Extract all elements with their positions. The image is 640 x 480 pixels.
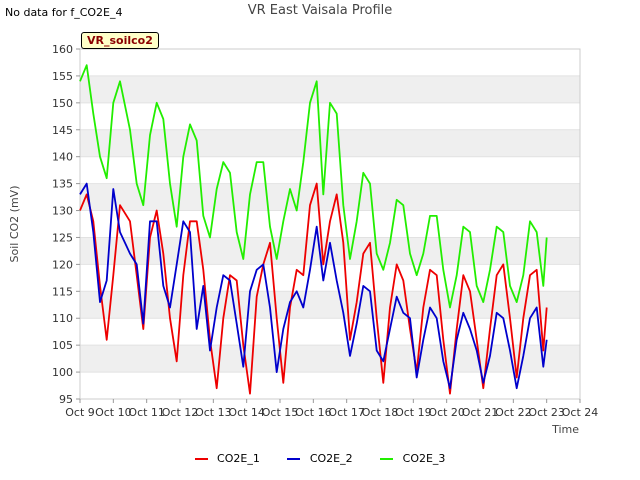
y-tick-label: 130 <box>52 205 73 218</box>
x-tick-label: Oct 17 <box>328 406 365 419</box>
legend-item-co2e-2: CO2E_2 <box>287 452 353 465</box>
legend-item-co2e-3: CO2E_3 <box>380 452 445 465</box>
x-tick-label: Oct 20 <box>428 406 465 419</box>
x-tick-label: Oct 13 <box>195 406 232 419</box>
x-axis-label: Time <box>551 423 579 436</box>
legend-label-co2e-1: CO2E_1 <box>217 452 260 465</box>
y-axis-label: Soil CO2 (mV) <box>8 186 21 263</box>
x-tick-label: Oct 15 <box>262 406 299 419</box>
y-tick-label: 95 <box>59 393 73 406</box>
series-line-co2e-1 <box>79 182 548 395</box>
x-tick-label: Oct 14 <box>228 406 265 419</box>
no-data-note: No data for f_CO2E_4 <box>5 6 123 19</box>
plot-frame <box>79 48 581 400</box>
legend-swatch-co2e-1 <box>194 458 208 460</box>
y-tick-label: 140 <box>52 151 73 164</box>
grid-band <box>80 183 580 211</box>
y-tick-label: 100 <box>52 366 73 379</box>
legend-item-co2e-1: CO2E_1 <box>194 452 260 465</box>
y-tick-label: 160 <box>52 43 73 56</box>
x-tick-label: Oct 9 <box>65 406 95 419</box>
x-tick-label: Oct 22 <box>495 406 532 419</box>
y-tick-label: 115 <box>52 285 73 298</box>
y-axis: 95 100 105 110 115 120 125 130 135 140 145 150 155 16… <box>52 43 80 406</box>
x-tick-label: Oct 12 <box>162 406 199 419</box>
grid-band <box>80 75 580 103</box>
legend: CO2E_1 CO2E_2 CO2E_3 <box>0 452 640 465</box>
y-tick-label: 125 <box>52 231 73 244</box>
y-tick-label: 120 <box>52 258 73 271</box>
y-tick-label: 110 <box>52 312 73 325</box>
grid-band <box>80 345 580 373</box>
y-tick-label: 145 <box>52 124 73 137</box>
y-tick-label: 105 <box>52 339 73 352</box>
y-tick-label: 155 <box>52 70 73 83</box>
x-tick-label: Oct 24 <box>562 406 599 419</box>
legend-swatch-co2e-3 <box>380 458 394 460</box>
chart-title: VR East Vaisala Profile <box>247 3 393 18</box>
grid-band <box>80 291 580 319</box>
x-tick-label: Oct 11 <box>128 406 165 419</box>
grid-band <box>80 129 580 157</box>
legend-label-co2e-3: CO2E_3 <box>402 452 446 465</box>
station-tag: VR_soilco2 <box>81 32 159 49</box>
series-layer <box>79 64 548 395</box>
x-tick-label: Oct 16 <box>295 406 332 419</box>
x-tick-label: Oct 19 <box>395 406 432 419</box>
x-tick-label: Oct 23 <box>528 406 565 419</box>
x-tick-label: Oct 10 <box>95 406 132 419</box>
legend-label-co2e-2: CO2E_2 <box>309 452 353 465</box>
y-tick-label: 135 <box>52 178 73 191</box>
x-tick-label: Oct 18 <box>362 406 399 419</box>
series-line-co2e-2 <box>79 182 548 390</box>
series-line-co2e-3 <box>79 64 548 309</box>
y-tick-label: 150 <box>52 97 73 110</box>
legend-swatch-co2e-2 <box>287 458 301 460</box>
x-tick-label: Oct 21 <box>462 406 499 419</box>
